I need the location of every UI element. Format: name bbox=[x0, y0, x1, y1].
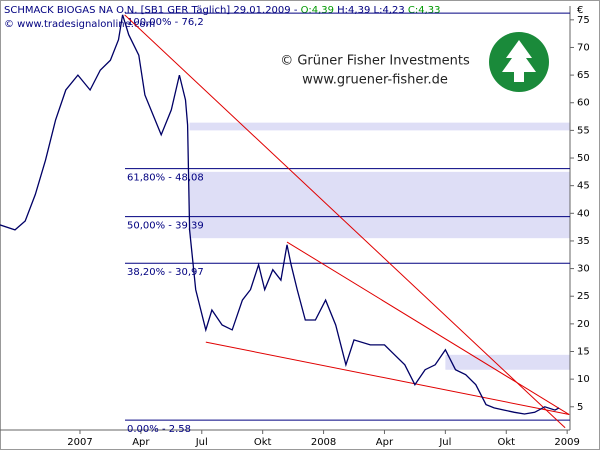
x-tick-label: Apr bbox=[376, 437, 394, 448]
x-tick-label: Jul bbox=[195, 437, 208, 448]
low: L:4,23 bbox=[374, 5, 405, 16]
y-tick-label: 25 bbox=[577, 291, 590, 302]
y-tick-label: 20 bbox=[577, 319, 590, 330]
y-tick-label: 35 bbox=[577, 236, 590, 247]
y-tick-label: 55 bbox=[577, 125, 590, 136]
fib-label: 0.00% - 2.58 bbox=[127, 424, 191, 435]
trendline bbox=[205, 341, 570, 416]
watermark-url: www.gruener-fisher.de bbox=[302, 73, 448, 88]
x-tick-label: Okt bbox=[497, 437, 515, 448]
fib-label: 38,20% - 30,97 bbox=[127, 267, 204, 278]
fib-label: 100,00% - 76,2 bbox=[127, 17, 204, 28]
zone bbox=[189, 171, 571, 239]
trendline bbox=[286, 241, 570, 415]
price-line bbox=[0, 14, 560, 415]
y-tick-label: 70 bbox=[577, 42, 590, 53]
fib-label: 61,80% - 48,08 bbox=[127, 173, 204, 184]
header: SCHMACK BIOGAS NA O.N. [SB1 GER Täglich]… bbox=[4, 5, 441, 16]
watermark: © Grüner Fisher Investments bbox=[280, 54, 470, 69]
x-tick-label: Jul bbox=[438, 437, 451, 448]
y-tick-label: 60 bbox=[577, 98, 590, 109]
y-tick-label: 65 bbox=[577, 70, 590, 81]
zone bbox=[189, 122, 571, 131]
y-tick-label: 40 bbox=[577, 208, 590, 219]
y-tick-label: 15 bbox=[577, 347, 590, 358]
y-tick-label: 50 bbox=[577, 153, 590, 164]
logo bbox=[489, 32, 549, 92]
trendline bbox=[124, 14, 566, 429]
x-tick-label: 2008 bbox=[311, 437, 336, 448]
x-tick-label: Okt bbox=[254, 437, 272, 448]
fib-label: 50,00% - 39,39 bbox=[127, 221, 204, 232]
x-tick-label: 2007 bbox=[67, 437, 92, 448]
x-tick-label: Apr bbox=[132, 437, 150, 448]
source: © www.tradesignalonline.com bbox=[4, 19, 155, 30]
y-tick-label: 5 bbox=[577, 402, 583, 413]
y-tick-label: 75 bbox=[577, 15, 590, 26]
close: C:4,33 bbox=[408, 5, 441, 16]
open: O:4,39 bbox=[301, 5, 334, 16]
x-tick-label: 2009 bbox=[554, 437, 579, 448]
date: 29.01.2009 - bbox=[233, 5, 297, 16]
currency: € bbox=[577, 5, 583, 16]
symbol: SCHMACK BIOGAS NA O.N. [SB1 GER Täglich] bbox=[4, 5, 230, 16]
y-tick-label: 10 bbox=[577, 374, 590, 385]
high: H:4,39 bbox=[337, 5, 370, 16]
y-tick-label: 45 bbox=[577, 181, 590, 192]
y-tick-label: 30 bbox=[577, 264, 590, 275]
zone bbox=[445, 354, 570, 370]
